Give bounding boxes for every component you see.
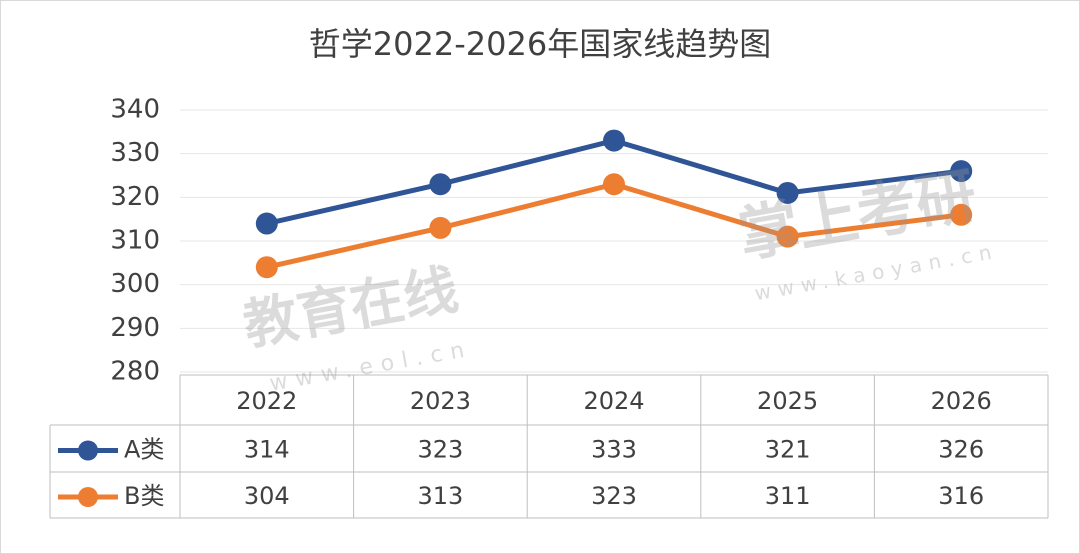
chart-title: 哲学2022-2026年国家线趋势图 bbox=[309, 25, 771, 63]
point bbox=[255, 212, 278, 235]
point bbox=[603, 173, 625, 196]
y-tick-label: 290 bbox=[110, 313, 160, 343]
point bbox=[950, 160, 973, 183]
x-tick-label: 2024 bbox=[583, 387, 644, 415]
y-tick-label: 340 bbox=[110, 95, 160, 125]
table-value: 304 bbox=[244, 482, 290, 510]
table-value: 321 bbox=[765, 436, 811, 464]
point bbox=[429, 173, 452, 196]
x-tick-label: 2022 bbox=[236, 387, 297, 415]
table-value: 316 bbox=[938, 482, 984, 510]
x-tick-label: 2026 bbox=[931, 387, 992, 415]
x-tick-label: 2025 bbox=[757, 387, 818, 415]
table-value: 313 bbox=[417, 482, 463, 510]
point bbox=[429, 216, 452, 239]
legend-label: A类 bbox=[124, 436, 164, 464]
x-tick-label: 2023 bbox=[410, 387, 471, 415]
y-tick-label: 310 bbox=[110, 226, 160, 256]
point bbox=[255, 256, 278, 279]
legend-label: B类 bbox=[124, 482, 164, 510]
table-value: 326 bbox=[938, 436, 984, 464]
table-value: 323 bbox=[417, 436, 463, 464]
legend-marker bbox=[78, 487, 98, 507]
y-tick-label: 280 bbox=[110, 357, 160, 387]
y-tick-label: 320 bbox=[110, 182, 160, 212]
y-tick-label: 300 bbox=[110, 269, 160, 299]
table-value: 311 bbox=[765, 482, 811, 510]
point bbox=[603, 129, 625, 152]
table-value: 314 bbox=[244, 436, 290, 464]
table-value: 323 bbox=[591, 482, 637, 510]
y-tick-label: 330 bbox=[110, 138, 160, 168]
point bbox=[776, 181, 799, 204]
table-value: 333 bbox=[591, 436, 637, 464]
point bbox=[776, 225, 799, 248]
legend-marker bbox=[78, 440, 98, 461]
point bbox=[950, 203, 973, 226]
